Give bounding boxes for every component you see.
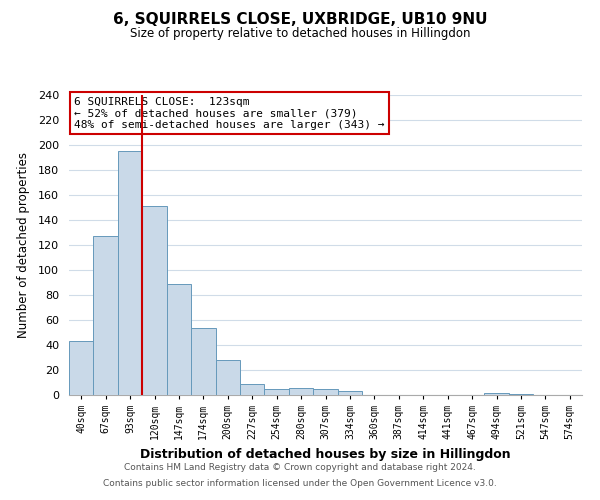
Text: 6 SQUIRRELS CLOSE:  123sqm
← 52% of detached houses are smaller (379)
48% of sem: 6 SQUIRRELS CLOSE: 123sqm ← 52% of detac… [74,96,385,130]
Text: Contains HM Land Registry data © Crown copyright and database right 2024.: Contains HM Land Registry data © Crown c… [124,464,476,472]
X-axis label: Distribution of detached houses by size in Hillingdon: Distribution of detached houses by size … [140,448,511,460]
Bar [509,394,533,395]
Bar [167,284,191,395]
Bar [94,236,118,395]
Text: 6, SQUIRRELS CLOSE, UXBRIDGE, UB10 9NU: 6, SQUIRRELS CLOSE, UXBRIDGE, UB10 9NU [113,12,487,28]
Bar [69,341,94,395]
Bar [289,388,313,395]
Bar [191,328,215,395]
Bar [484,392,509,395]
Bar [215,360,240,395]
Text: Contains public sector information licensed under the Open Government Licence v3: Contains public sector information licen… [103,478,497,488]
Bar [142,206,167,395]
Bar [240,384,265,395]
Bar [313,389,338,395]
Bar [265,389,289,395]
Bar [338,391,362,395]
Bar [118,152,142,395]
Text: Size of property relative to detached houses in Hillingdon: Size of property relative to detached ho… [130,28,470,40]
Y-axis label: Number of detached properties: Number of detached properties [17,152,29,338]
